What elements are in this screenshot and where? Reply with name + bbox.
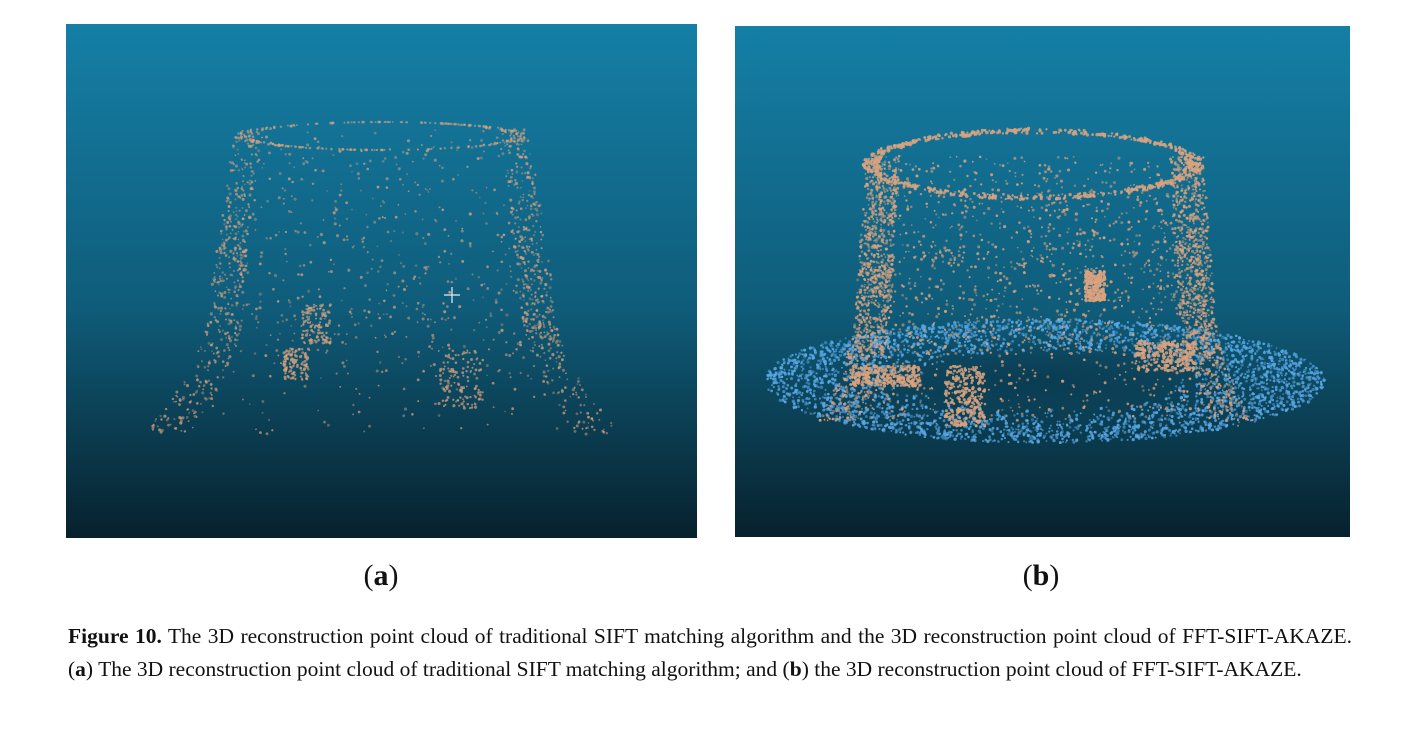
figure-caption: Figure 10. The 3D reconstruction point c… — [68, 620, 1352, 686]
crosshair-icon — [444, 287, 460, 303]
panel-a-image — [66, 24, 697, 538]
caption-text-1: The 3D reconstruction point cloud of tra… — [68, 624, 1352, 681]
figure-number: Figure 10. — [68, 624, 162, 648]
subfigure-label-a: (a) — [363, 559, 399, 592]
stump-points-a — [151, 120, 613, 436]
caption-text-2: ) The 3D reconstruction point cloud of t… — [85, 657, 790, 681]
point-cloud-sift — [66, 24, 697, 538]
subfigure-label-b: (b) — [1022, 559, 1060, 592]
panel-a-background — [66, 24, 697, 538]
panel-b-background — [735, 26, 1350, 537]
panel-b-image — [735, 26, 1350, 537]
caption-ref-a: a — [75, 657, 86, 681]
stump-points-b — [818, 126, 1254, 428]
caption-text-3: ) the 3D reconstruction point cloud of F… — [801, 657, 1302, 681]
point-cloud-fft-sift-akaze — [735, 26, 1350, 537]
caption-ref-b: b — [789, 657, 802, 681]
